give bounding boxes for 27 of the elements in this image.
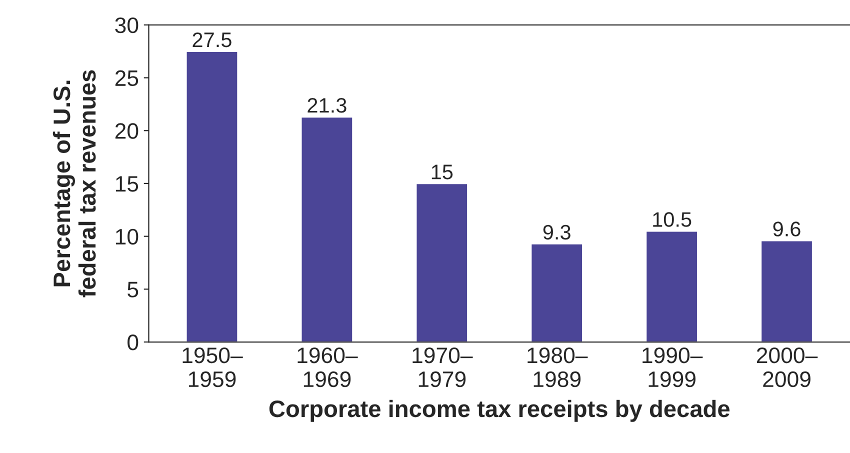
bar — [645, 230, 698, 342]
y-tick-label: 25 — [115, 70, 138, 86]
data-label: 9.6 — [773, 222, 800, 236]
data-label: 15 — [432, 164, 453, 180]
data-label: 21.3 — [308, 98, 346, 113]
y-tick-label: 10 — [116, 228, 138, 245]
bar — [530, 243, 584, 342]
data-label: 10.5 — [653, 212, 692, 227]
x-tick-label: 1970– 1979 — [412, 347, 473, 388]
bar — [415, 182, 468, 342]
bar — [185, 50, 239, 342]
y-tick-label: 30 — [115, 17, 138, 34]
x-tick-label: 1980– 1989 — [528, 347, 588, 388]
x-tick-label: 2000– 2009 — [756, 347, 818, 388]
y-tick-label: 0 — [128, 334, 138, 350]
y-tick-label: 15 — [116, 176, 138, 192]
x-tick-label: 1960– 1969 — [298, 347, 358, 388]
y-axis-title: Percentage of U.S. federal tax revenues — [52, 70, 96, 298]
y-tick-label: 5 — [128, 282, 138, 298]
bar — [300, 116, 354, 342]
data-label: 27.5 — [192, 32, 232, 48]
x-axis-title: Corporate income tax receipts by decade — [269, 400, 730, 422]
bar — [760, 240, 814, 342]
data-label: 9.3 — [543, 224, 570, 240]
x-tick-label: 1990– 1999 — [642, 347, 703, 388]
y-tick-label: 20 — [115, 123, 138, 139]
x-tick-label: 1950– 1959 — [182, 347, 243, 388]
